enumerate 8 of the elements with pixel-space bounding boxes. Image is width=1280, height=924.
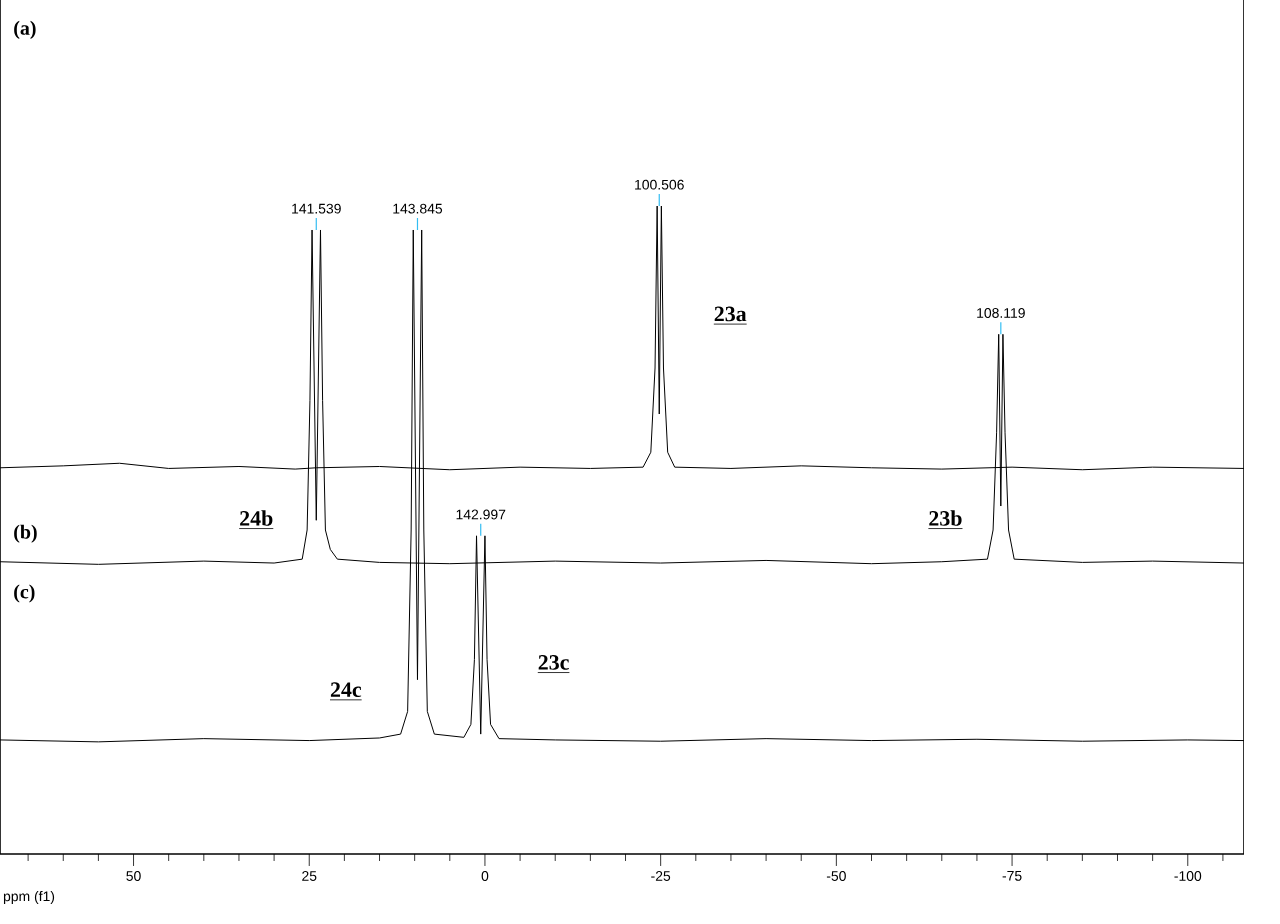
annotation: 24c bbox=[330, 682, 362, 698]
annotation: (c) bbox=[14, 584, 35, 603]
annotation: 23b bbox=[929, 510, 962, 526]
text: (a) bbox=[14, 20, 36, 39]
annotation: 24b bbox=[240, 510, 273, 526]
annotation: 23c bbox=[538, 655, 569, 670]
annotation: 23a bbox=[714, 306, 747, 322]
annotation: (b) bbox=[14, 524, 37, 543]
